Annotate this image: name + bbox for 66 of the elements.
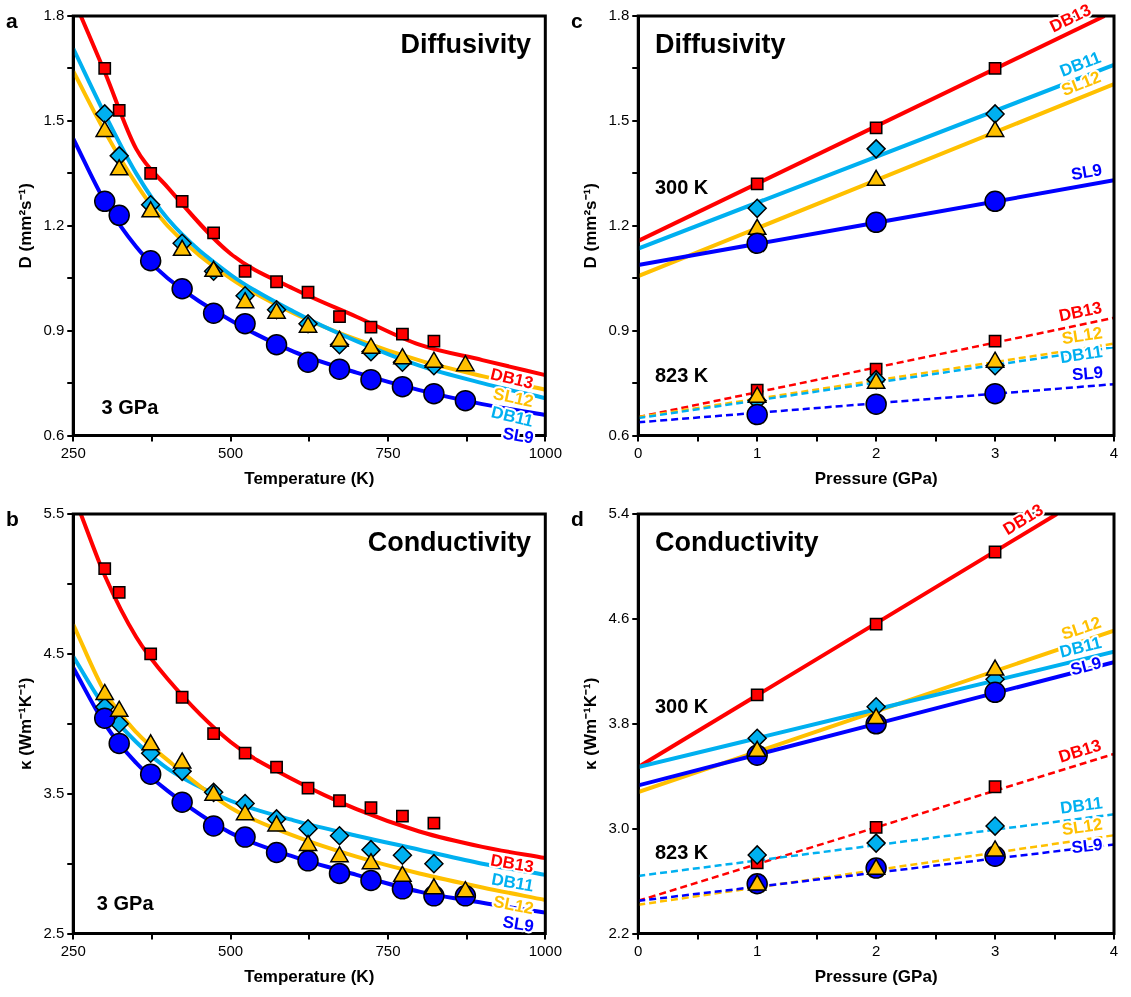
text: Conductivity (654, 526, 819, 557)
y-axis-title: κ (Wm⁻¹K⁻¹) (15, 677, 35, 770)
x-axis-title: Temperature (K) (244, 469, 375, 489)
annotation: 3 GPa (96, 891, 155, 914)
text: SL9 (1070, 834, 1104, 858)
x-tick-label: 4 (1109, 443, 1119, 461)
text: Diffusivity (654, 28, 786, 59)
y-tick-label: 2.2 (608, 923, 630, 941)
y-tick-label: 0.6 (608, 425, 630, 443)
text: d (571, 506, 584, 530)
text: Diffusivity (400, 28, 532, 59)
x-tick-label: 2 (871, 941, 881, 959)
text: b (6, 506, 19, 530)
y-tick-label: 1.5 (608, 111, 630, 129)
x-tick-label: 500 (218, 941, 244, 959)
x-tick-label: 750 (375, 443, 401, 461)
text: DB13 (1056, 735, 1104, 767)
y-axis-title: D (mm²s⁻¹) (15, 183, 35, 269)
y-tick-label: 1.8 (43, 6, 65, 24)
annotation: 3 GPa (101, 395, 160, 418)
y-axis-title: κ (Wm⁻¹K⁻¹) (580, 677, 600, 770)
y-tick-label: 1.5 (43, 111, 65, 129)
x-tick-label: 250 (60, 443, 86, 461)
text: a (6, 8, 18, 32)
text: DB11 (1059, 793, 1104, 818)
y-tick-label: 3.8 (608, 713, 630, 731)
x-tick-label: 3 (990, 443, 1000, 461)
text: SL9 (1069, 160, 1104, 185)
y-tick-label: 0.9 (608, 320, 630, 338)
y-tick-label: 4.6 (608, 609, 630, 627)
x-axis-title: Pressure (GPa) (814, 967, 938, 987)
y-tick-label: 1.2 (43, 215, 65, 233)
x-axis-title: Temperature (K) (244, 967, 375, 987)
y-tick-label: 3.5 (43, 783, 65, 801)
x-tick-label: 0 (634, 941, 643, 959)
x-tick-label: 250 (60, 941, 86, 959)
y-tick-label: 5.5 (43, 504, 65, 522)
text: c (571, 8, 583, 32)
x-tick-label: 1 (753, 443, 762, 461)
x-tick-label: 3 (990, 941, 1000, 959)
x-tick-label: 2 (871, 443, 881, 461)
series-label: SL9 (1071, 362, 1104, 385)
y-tick-label: 1.8 (608, 6, 630, 24)
y-tick-label: 0.6 (43, 425, 65, 443)
y-tick-label: 3.0 (608, 818, 630, 836)
x-tick-label: 1000 (528, 941, 562, 959)
text: DB13 (1057, 297, 1104, 326)
x-tick-label: 0 (634, 443, 643, 461)
text: Conductivity (367, 526, 532, 557)
y-tick-label: 1.2 (608, 215, 630, 233)
x-tick-label: 1000 (528, 443, 562, 461)
annotation: 300 K (654, 694, 709, 717)
annotation: 823 K (654, 364, 709, 387)
y-axis-title: D (mm²s⁻¹) (580, 183, 600, 269)
annotation: 300 K (654, 175, 709, 198)
text: DB13 (1046, 0, 1095, 37)
y-tick-label: 0.9 (43, 320, 65, 338)
x-axis-title: Pressure (GPa) (814, 469, 938, 489)
x-tick-label: 500 (218, 443, 244, 461)
x-tick-label: 4 (1109, 941, 1119, 959)
y-tick-label: 4.5 (43, 644, 65, 662)
y-tick-label: 5.4 (608, 504, 630, 522)
x-tick-label: 1 (753, 941, 762, 959)
x-tick-label: 750 (375, 941, 401, 959)
annotation: 823 K (654, 841, 709, 864)
y-tick-label: 2.5 (43, 923, 65, 941)
